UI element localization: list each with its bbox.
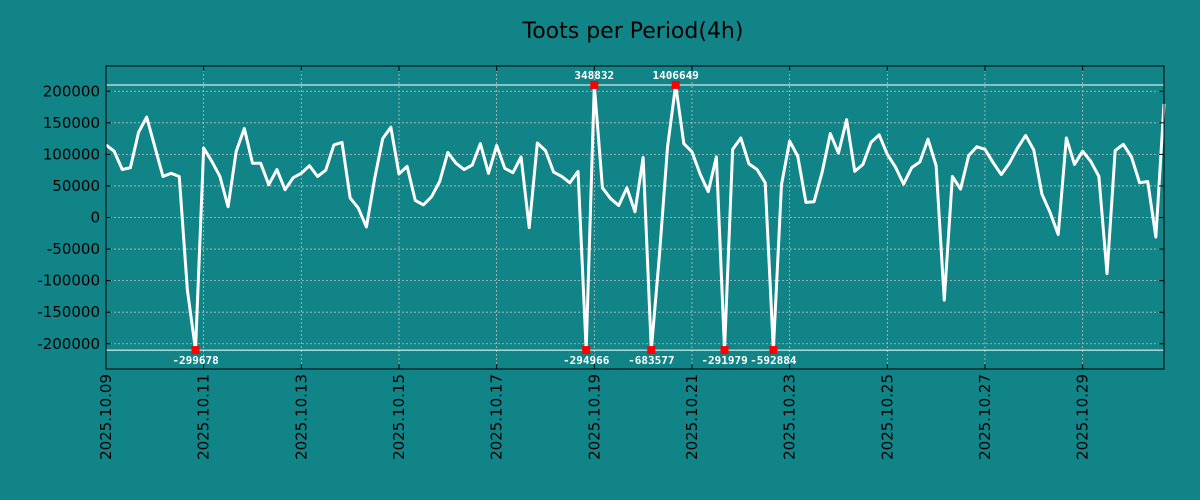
y-axis: 200000 150000 100000 50000 0 -50000 -100000 -15… [37, 82, 1164, 353]
clip-lines [106, 84, 1164, 351]
y-tick-label: -50000 [47, 240, 100, 258]
series-line [105, 83, 1166, 352]
annotation-label: -294966 [563, 354, 610, 367]
x-tick-label: 2025.10.13 [292, 374, 310, 460]
clip-marker [191, 346, 200, 355]
y-tick-label: -100000 [37, 272, 100, 290]
grid [105, 66, 1164, 369]
clip-marker [671, 80, 680, 89]
x-tick-label: 2025.10.15 [390, 374, 408, 460]
annotation-label: 348832 [574, 69, 614, 82]
clip-marker [647, 346, 656, 355]
clip-marker [590, 80, 599, 89]
clip-marker [720, 346, 729, 355]
x-tick-label: 2025.10.19 [585, 374, 603, 460]
annotation-label: 1406649 [653, 69, 699, 82]
series [105, 83, 1166, 352]
x-tick-label: 2025.10.29 [1074, 374, 1092, 460]
annotation-label: -299678 [172, 354, 218, 367]
annotation-label: -291979 [701, 354, 747, 367]
markers [191, 80, 778, 355]
x-tick-label: 2025.10.25 [878, 374, 896, 460]
y-tick-label: 200000 [43, 82, 100, 100]
y-tick-label: -150000 [37, 303, 100, 321]
x-tick-label: 2025.10.17 [488, 374, 506, 460]
y-tick-label: 150000 [43, 114, 100, 132]
clip-marker [582, 346, 591, 355]
x-tick-label: 2025.10.11 [195, 374, 213, 460]
annotation-label: -592884 [750, 354, 797, 367]
x-axis: 2025.10.09 2025.10.11 2025.10.13 2025.10.15… [97, 66, 1092, 460]
x-tick-label: 2025.10.27 [976, 374, 994, 460]
x-tick-label: 2025.10.09 [97, 374, 115, 460]
x-tick-label: 2025.10.21 [683, 374, 701, 460]
y-tick-label: 50000 [52, 177, 100, 195]
annotation-label: -683577 [628, 354, 674, 367]
x-tick-label: 2025.10.23 [781, 374, 799, 460]
chart-title: Toots per Period(4h) [522, 19, 744, 44]
clip-marker [769, 346, 778, 355]
y-tick-label: -200000 [37, 335, 100, 353]
y-tick-label: 100000 [43, 145, 100, 163]
y-tick-label: 0 [90, 209, 100, 227]
annotations: -299678 -294966 348832 -683577 1406649 -29197… [172, 69, 797, 367]
